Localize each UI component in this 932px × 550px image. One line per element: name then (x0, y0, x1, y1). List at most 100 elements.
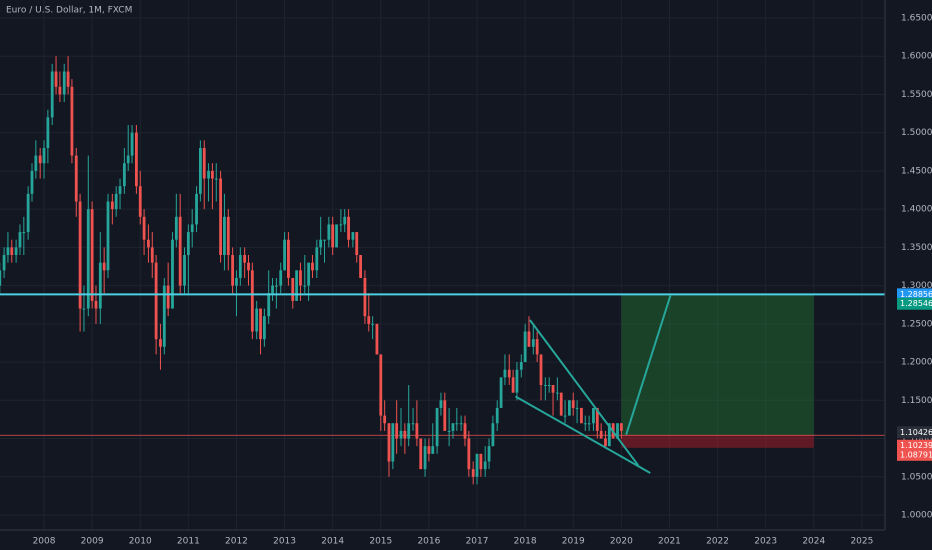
candle-body (18, 232, 22, 248)
y-tick-label: 1.60000 (901, 52, 932, 62)
candle-body (171, 239, 174, 309)
candle-body (575, 407, 579, 409)
x-tick-label: 2008 (33, 537, 56, 547)
candle-body (395, 423, 399, 439)
candle-body (211, 170, 214, 179)
candle-body (38, 155, 42, 164)
candle-body (183, 255, 186, 286)
price-tag-label: 1.10239 (900, 441, 932, 450)
candle-body (592, 407, 595, 424)
candle-body (443, 400, 447, 431)
candle-body (616, 423, 619, 439)
candle-body (178, 216, 182, 286)
x-tick-label: 2019 (562, 537, 585, 547)
loss-zone (621, 435, 814, 448)
candle-body (14, 247, 18, 256)
candle-body (267, 293, 271, 317)
candle-body (299, 270, 302, 286)
candle-body (78, 201, 82, 309)
candle-body (159, 339, 162, 347)
x-tick-label: 2017 (466, 537, 489, 547)
x-tick-label: 2018 (514, 537, 537, 547)
candle-body (98, 262, 102, 309)
x-tick-label: 2021 (658, 537, 681, 547)
candle-body (262, 316, 266, 340)
y-tick-label: 1.55000 (901, 90, 932, 100)
y-tick-label: 1.25000 (901, 319, 932, 329)
candle-body (130, 132, 134, 156)
candle-body (431, 446, 435, 454)
candle-body (82, 308, 86, 310)
candle-body (162, 285, 166, 347)
y-tick-label: 1.35000 (901, 243, 932, 253)
candle-body (54, 71, 58, 87)
candle-body (274, 285, 278, 287)
chart-title: Euro / U.S. Dollar, 1M, FXCM (6, 6, 132, 16)
candle-body (102, 262, 106, 271)
candle-body (435, 407, 439, 447)
candle-body (311, 262, 314, 271)
candle-body (327, 224, 331, 240)
candle-body (411, 423, 415, 425)
candle-body (403, 430, 407, 439)
y-tick-label: 1.45000 (901, 166, 932, 176)
candle-body (567, 400, 571, 416)
candle-body (259, 308, 262, 340)
price-tag-label: 1.08791 (900, 450, 932, 459)
candle-body (235, 277, 238, 286)
candle-body (383, 415, 387, 424)
candle-body (451, 423, 455, 431)
candle-body (355, 232, 359, 256)
candle-body (507, 369, 511, 378)
candle-body (499, 377, 503, 408)
candle-body (186, 232, 190, 256)
candle-body (363, 277, 367, 317)
candle-body (150, 247, 154, 263)
candle-body (223, 216, 226, 256)
y-tick-label: 1.50000 (901, 128, 932, 138)
candle-body (58, 86, 62, 95)
candle-body (539, 354, 543, 386)
trendline (529, 319, 639, 466)
candle-body (86, 209, 90, 309)
candle-body (543, 385, 547, 387)
candle-body (347, 216, 350, 240)
price-tag-label: 1.28546 (900, 299, 932, 308)
candle-body (604, 438, 607, 447)
candle-body (419, 438, 423, 470)
candle-body (459, 423, 463, 425)
candle-body (491, 423, 495, 447)
candle-body (580, 407, 583, 424)
candle-body (331, 224, 335, 248)
candle-body (50, 71, 54, 118)
candle-body (271, 285, 274, 294)
candle-body (547, 385, 551, 387)
candle-body (231, 255, 235, 286)
candle-body (279, 270, 283, 286)
x-tick-label: 2020 (610, 537, 633, 547)
candle-body (463, 423, 467, 439)
candle-body (619, 423, 623, 431)
candle-body (519, 362, 523, 370)
candle-body (190, 224, 194, 233)
candle-body (371, 323, 375, 325)
y-tick-label: 1.10000 (901, 434, 932, 444)
price-tag (897, 297, 932, 310)
candle-body (351, 232, 355, 240)
candle-body (607, 423, 611, 447)
price-tag (897, 426, 932, 439)
candle-body (287, 239, 290, 278)
candle-body (147, 239, 150, 248)
candle-body (367, 316, 371, 324)
y-tick-label: 1.30000 (901, 281, 932, 291)
x-tick-label: 2016 (417, 537, 440, 547)
candle-body (583, 423, 587, 425)
candle-body (387, 423, 391, 462)
candle-body (379, 354, 383, 416)
x-tick-label: 2025 (850, 537, 873, 547)
price-tag (897, 439, 932, 452)
candle-body (70, 86, 74, 156)
candle-body (2, 255, 6, 271)
candle-body (531, 339, 535, 347)
y-tick-label: 1.00000 (901, 511, 932, 521)
